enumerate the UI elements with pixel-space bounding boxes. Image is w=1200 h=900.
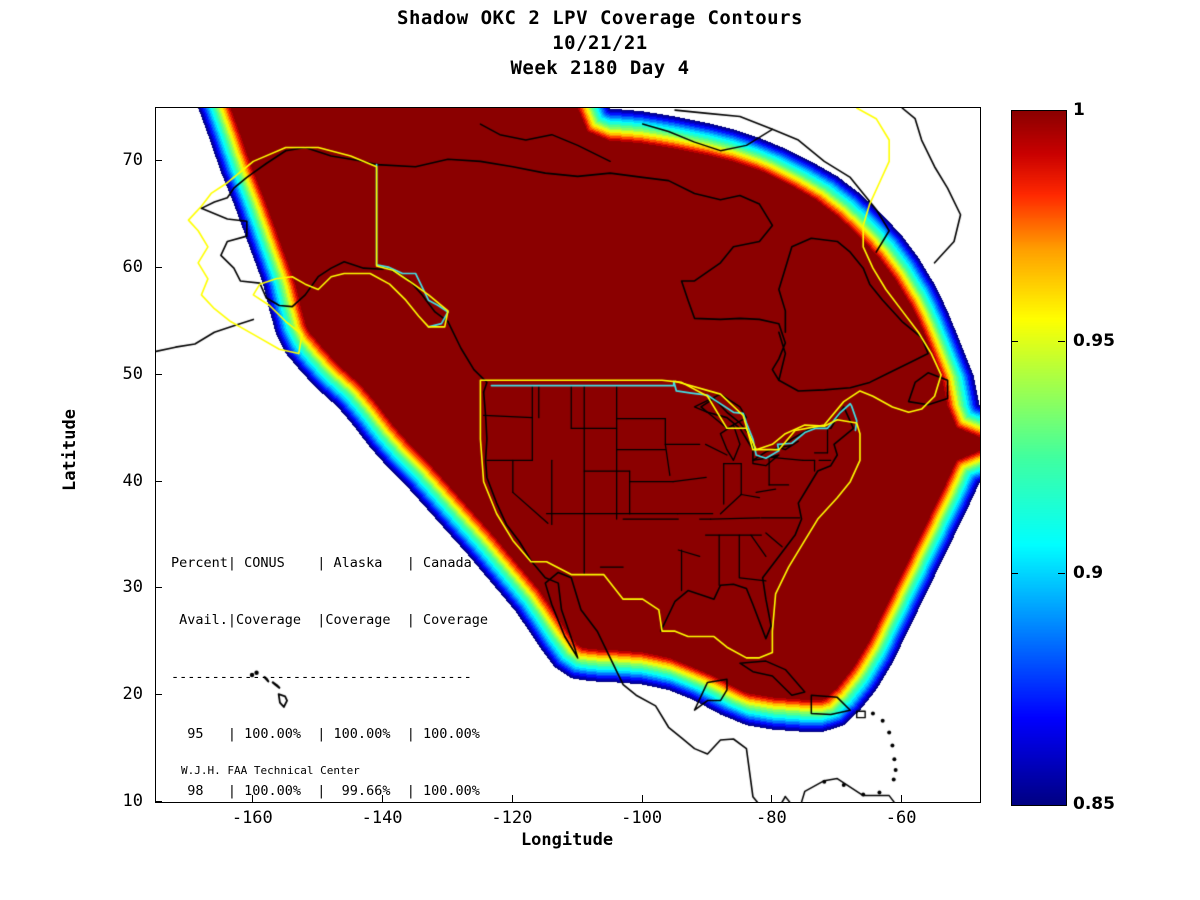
x-tick-label: -140	[361, 808, 403, 828]
colorbar-tick-mark	[1011, 572, 1018, 574]
colorbar-tick-mark	[1011, 341, 1018, 343]
x-tick-mark	[641, 795, 643, 802]
colorbar-tick-label: 1	[1073, 100, 1085, 120]
x-tick-mark	[511, 795, 513, 802]
y-tick-mark	[155, 587, 162, 589]
credit-text: W.J.H. FAA Technical Center WAAS Test Te…	[181, 736, 360, 802]
x-tick-mark	[382, 795, 384, 802]
coverage-statistics-table: Percent| CONUS | Alaska | Canada Avail.|…	[171, 516, 488, 802]
colorbar-tick-label: 0.85	[1073, 794, 1115, 814]
table-header-row-1: Percent| CONUS | Alaska | Canada	[171, 555, 472, 571]
y-tick-label: 50	[122, 363, 143, 384]
colorbar-tick-mark	[1058, 572, 1065, 574]
table-separator: -------------------------------------	[171, 669, 472, 685]
x-tick-label: -120	[491, 808, 533, 828]
colorbar-tick-label: 0.95	[1073, 331, 1115, 352]
colorbar-tick-label: 0.9	[1073, 562, 1104, 583]
y-tick-mark	[155, 373, 162, 375]
table-row: 95 | 100.00% | 100.00% | 100.00%	[171, 726, 480, 742]
x-tick-mark	[771, 795, 773, 802]
y-tick-mark	[155, 480, 162, 482]
y-axis-label: Latitude	[60, 409, 80, 491]
coverage-contour-canvas	[156, 108, 980, 802]
x-tick-label: -160	[231, 808, 273, 828]
chart-title-block: Shadow OKC 2 LPV Coverage Contours 10/21…	[0, 6, 1200, 81]
y-tick-label: 20	[122, 684, 143, 705]
x-tick-label: -60	[885, 808, 917, 828]
colorbar: 0.85 0.9 0.95 1	[1011, 100, 1115, 814]
y-tick-mark	[155, 694, 162, 696]
title-line-1: Shadow OKC 2 LPV Coverage Contours	[397, 7, 803, 29]
y-tick-mark	[155, 267, 162, 269]
x-tick-mark	[252, 795, 254, 802]
x-tick-label: -80	[756, 808, 787, 828]
y-tick-label: 70	[122, 150, 143, 171]
y-tick-label: 10	[122, 791, 143, 811]
y-tick-label: 40	[122, 470, 143, 491]
table-row: 98 | 100.00% | 99.66% | 100.00%	[171, 783, 480, 799]
x-axis-label: Longitude	[520, 830, 614, 850]
y-tick-mark	[155, 160, 162, 162]
colorbar-gradient	[1011, 110, 1067, 806]
title-line-3: Week 2180 Day 4	[510, 57, 690, 79]
map-plot-area: Percent| CONUS | Alaska | Canada Avail.|…	[155, 107, 981, 803]
x-tick-mark	[901, 795, 903, 802]
table-header-row-2: Avail.|Coverage |Coverage | Coverage	[171, 612, 488, 628]
colorbar-tick-mark	[1058, 341, 1065, 343]
y-tick-label: 60	[122, 257, 143, 278]
title-line-2: 10/21/21	[552, 32, 648, 54]
y-tick-label: 30	[122, 577, 143, 598]
y-tick-mark	[155, 801, 162, 802]
x-tick-label: -100	[621, 808, 663, 828]
credit-line-1: W.J.H. FAA Technical Center	[181, 764, 360, 777]
